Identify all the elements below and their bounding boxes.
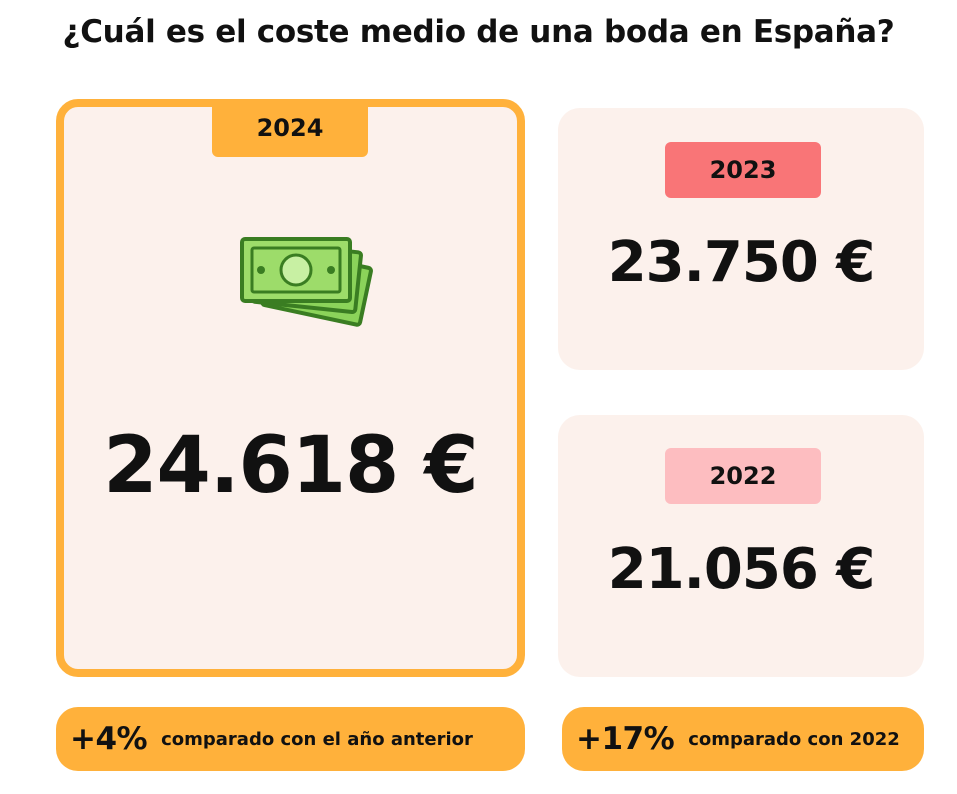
comparison-pct: +4% <box>70 721 148 757</box>
value-2023: 23.750 € <box>607 230 876 295</box>
page-title: ¿Cuál es el coste medio de una boda en E… <box>62 14 895 50</box>
card-2024: 2024 24.618 € <box>56 99 525 677</box>
year-tab-2024: 2024 <box>212 99 368 157</box>
year-tab-2022: 2022 <box>665 448 821 504</box>
year-tab-2023: 2023 <box>665 142 821 198</box>
card-2022: 2022 21.056 € <box>558 415 924 677</box>
comparison-previous-year: +4% comparado con el año anterior <box>56 707 525 771</box>
comparison-pct: +17% <box>576 721 675 757</box>
comparison-text: comparado con 2022 <box>688 728 900 750</box>
comparison-2022: +17% comparado con 2022 <box>562 707 924 771</box>
comparison-text: comparado con el año anterior <box>161 728 473 750</box>
money-bills-icon <box>240 237 373 327</box>
value-2024: 24.618 € <box>103 421 478 511</box>
card-2023: 2023 23.750 € <box>558 108 924 370</box>
value-2022: 21.056 € <box>607 537 876 602</box>
